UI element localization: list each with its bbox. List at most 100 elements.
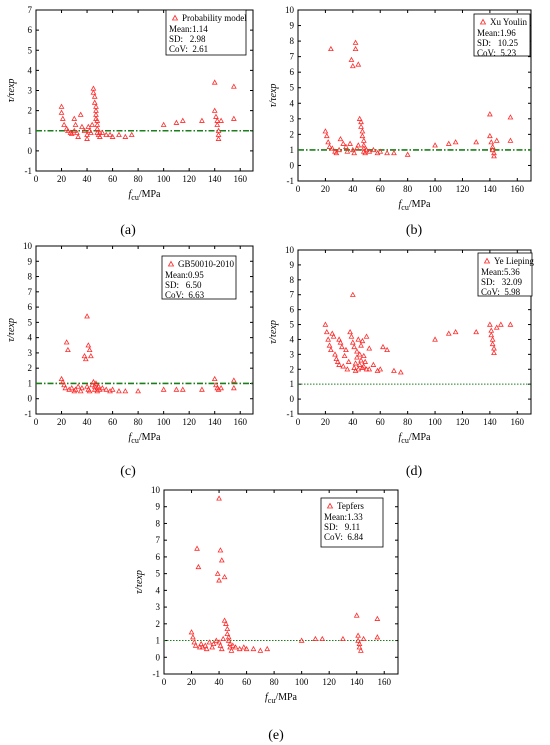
data-point	[345, 358, 352, 364]
data-point	[360, 137, 367, 143]
data-point	[218, 645, 225, 652]
x-tick-label: 140	[350, 677, 364, 687]
x-tick-label: 80	[403, 184, 413, 194]
data-point	[343, 346, 349, 353]
data-point	[58, 109, 65, 115]
legend-box	[165, 9, 247, 56]
y-tick-label: 2	[290, 129, 295, 139]
data-point	[206, 639, 213, 645]
data-point	[250, 645, 257, 652]
data-point	[88, 129, 94, 135]
plot-frame	[297, 249, 532, 415]
data-point	[229, 642, 236, 648]
data-point	[325, 336, 332, 342]
data-point	[487, 321, 493, 327]
data-point	[366, 345, 373, 351]
y-tick-label: -1	[153, 669, 161, 679]
data-point	[493, 137, 500, 143]
data-point	[432, 142, 438, 148]
data-point	[363, 333, 370, 339]
data-point	[358, 123, 364, 129]
y-tick-label: 7	[28, 287, 33, 297]
data-point	[230, 115, 237, 121]
data-point	[202, 642, 209, 648]
legend-marker	[326, 502, 334, 509]
data-point	[264, 645, 271, 652]
data-point	[86, 388, 93, 394]
data-point	[507, 137, 514, 143]
x-axis-label-sub: cu	[131, 436, 139, 445]
data-point	[218, 557, 225, 563]
data-point	[488, 327, 495, 333]
x-tick-label: 40	[83, 417, 93, 427]
data-point	[353, 612, 360, 618]
x-tick-label: 160	[233, 417, 247, 427]
x-tick-label: 40	[215, 677, 225, 687]
data-point	[128, 131, 135, 137]
panel-caption: (d)	[406, 464, 423, 479]
data-point	[497, 321, 504, 327]
y-tick-label: 1	[28, 378, 33, 388]
data-point	[351, 364, 358, 370]
x-axis-label: fcu/MPa	[398, 199, 431, 212]
data-point	[195, 563, 202, 570]
data-point	[370, 146, 377, 153]
x-axis-label: fcu/MPa	[398, 432, 431, 445]
y-tick-label: 6	[28, 25, 33, 35]
data-point	[84, 383, 90, 389]
data-point	[354, 354, 360, 360]
data-point	[116, 131, 122, 137]
x-tick-label: 80	[270, 677, 280, 687]
panel-caption: (c)	[120, 464, 136, 479]
data-point	[190, 634, 196, 640]
data-point	[330, 333, 337, 339]
data-point	[488, 139, 495, 145]
data-point	[347, 140, 353, 146]
data-point	[493, 324, 500, 330]
data-point	[354, 145, 360, 151]
data-point	[326, 143, 333, 149]
x-tick-label: 100	[428, 417, 442, 427]
data-point	[489, 146, 496, 153]
data-point	[109, 133, 116, 139]
y-tick-label: 7	[290, 290, 295, 300]
y-tick-label: 0	[156, 652, 161, 662]
data-point	[337, 136, 344, 142]
data-point	[107, 131, 113, 137]
data-point	[93, 380, 99, 386]
data-point	[90, 378, 97, 385]
x-tick-label: 20	[321, 417, 331, 427]
y-tick-label: -1	[287, 409, 295, 419]
x-axis-label-main: f	[398, 432, 402, 443]
data-point	[58, 103, 65, 109]
data-point	[68, 130, 75, 136]
data-point	[363, 146, 370, 153]
data-point	[355, 632, 361, 638]
data-point	[356, 361, 363, 367]
y-tick-label: 9	[290, 21, 295, 31]
y-tick-label: 5	[290, 83, 295, 93]
data-point	[351, 343, 358, 350]
data-point	[352, 45, 359, 52]
data-point	[103, 386, 110, 392]
data-point	[432, 336, 438, 342]
legend-marker	[479, 18, 487, 25]
data-point	[323, 132, 330, 139]
x-axis-label-sub: cu	[268, 696, 276, 705]
data-point	[358, 342, 364, 348]
legend-stat: SD: 10.25	[477, 38, 519, 48]
x-tick-label: 60	[108, 417, 118, 427]
data-point	[487, 111, 493, 117]
data-point	[228, 647, 235, 653]
y-tick-label: 6	[290, 305, 295, 315]
data-point	[91, 99, 98, 105]
data-point	[199, 386, 205, 392]
data-point	[84, 135, 90, 141]
x-axis-label: fcu/MPa	[128, 189, 161, 202]
data-point	[59, 115, 66, 121]
data-point	[217, 642, 224, 648]
data-point	[89, 121, 96, 127]
